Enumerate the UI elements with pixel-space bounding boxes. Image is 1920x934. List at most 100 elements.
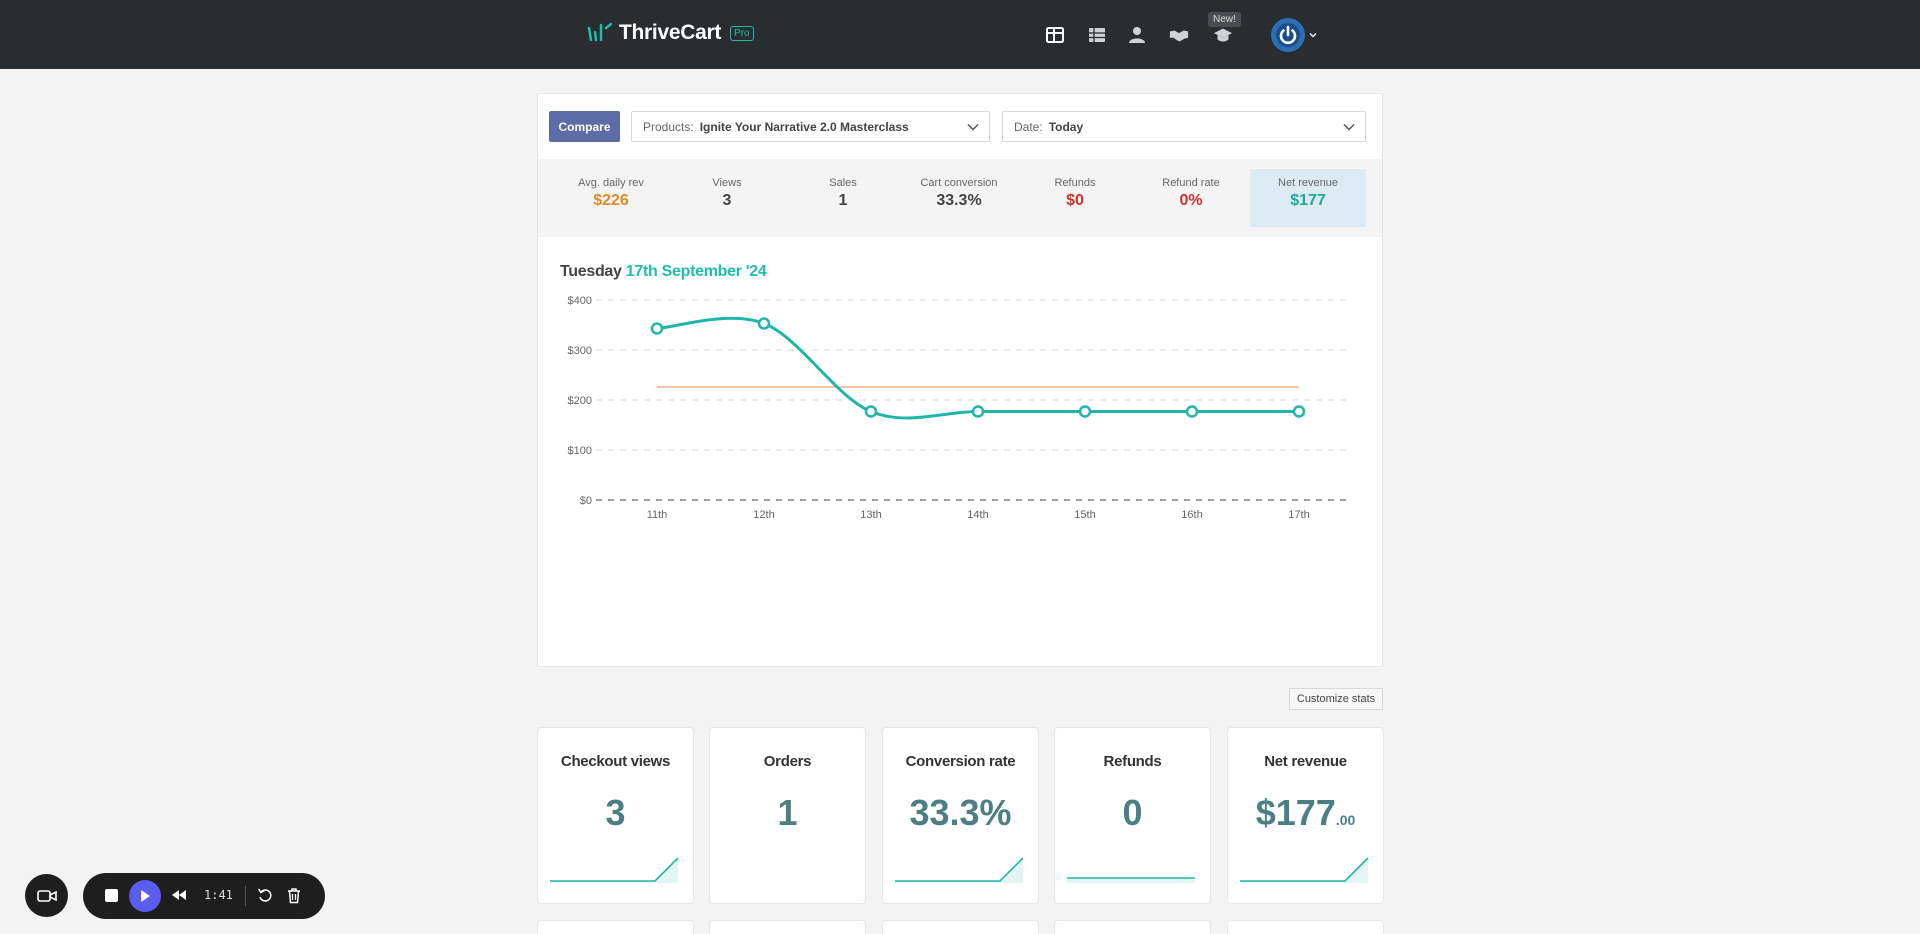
- stat-cart-conversion[interactable]: Cart conversion 33.3%: [901, 169, 1017, 227]
- compare-button[interactable]: Compare: [549, 111, 620, 142]
- products-value: Ignite Your Narrative 2.0 Masterclass: [699, 119, 909, 134]
- data-point: [971, 405, 985, 418]
- list-icon[interactable]: [1086, 24, 1108, 46]
- card-value-cents: .00: [1335, 812, 1356, 828]
- trash-icon[interactable]: [286, 887, 302, 904]
- card-value-main: 3: [605, 792, 626, 833]
- stat-label: Net revenue: [1278, 177, 1338, 189]
- graduation-cap-icon[interactable]: [1212, 24, 1234, 46]
- products-select[interactable]: Products: Ignite Your Narrative 2.0 Mast…: [631, 111, 990, 142]
- card-title: Net revenue: [1264, 753, 1347, 770]
- x-tick-label: 13th: [860, 509, 881, 521]
- sparkline: [722, 853, 852, 883]
- chevron-down-icon[interactable]: [1308, 30, 1318, 40]
- stat-value: $226: [593, 192, 629, 209]
- revenue-line-chart: $400 $300 $200 $100 $0 11th 12th 13th 14th 15th 16…: [568, 295, 1350, 521]
- sparkline: [895, 857, 1024, 883]
- card-value: 1: [710, 792, 865, 834]
- revenue-line: [656, 316, 1299, 420]
- top-bar: ThriveCart Pro New!: [0, 0, 1920, 69]
- products-label: Products:: [643, 119, 694, 134]
- sparkline: [550, 857, 679, 883]
- card-value: 0: [1055, 792, 1210, 834]
- stat-card[interactable]: Conversion rate 33.3%: [882, 727, 1039, 904]
- chart-day: Tuesday: [560, 263, 622, 280]
- stat-label: Sales: [829, 177, 857, 189]
- stop-button[interactable]: [105, 889, 118, 902]
- stat-label: Cart conversion: [920, 177, 998, 189]
- stat-card[interactable]: Net revenue $177.00: [1227, 727, 1384, 904]
- card-value: $177.00: [1228, 792, 1383, 834]
- card-value-main: 1: [777, 792, 798, 833]
- x-tick-label: 14th: [967, 509, 988, 521]
- card-title: Orders: [763, 753, 812, 770]
- stat-card-partial: [882, 920, 1039, 934]
- stat-refunds[interactable]: Refunds $0: [1017, 169, 1133, 227]
- card-title: Refunds: [1103, 753, 1162, 770]
- stat-card-partial: [1054, 920, 1211, 934]
- stat-card[interactable]: Checkout views 3: [537, 727, 694, 904]
- stat-label: Views: [712, 177, 742, 189]
- chart-heading: Tuesday 17th September '24: [560, 263, 767, 281]
- date-label: Date:: [1014, 119, 1043, 134]
- stat-views[interactable]: Views 3: [669, 169, 785, 227]
- sparkline: [1240, 857, 1369, 883]
- x-tick-label: 15th: [1074, 509, 1095, 521]
- handshake-icon[interactable]: [1168, 24, 1190, 46]
- stat-label: Refunds: [1054, 177, 1096, 189]
- play-button[interactable]: [129, 880, 161, 912]
- stat-net-revenue[interactable]: Net revenue $177: [1250, 169, 1366, 227]
- data-point: [864, 405, 878, 418]
- dashboard-icon[interactable]: [1044, 24, 1066, 46]
- data-point: [1078, 405, 1092, 418]
- stat-label: Refund rate: [1162, 177, 1220, 189]
- account-avatar[interactable]: [1271, 18, 1305, 52]
- card-value-main: $177: [1255, 792, 1336, 833]
- data-point: [1185, 405, 1199, 418]
- sparkline-area: [895, 858, 1023, 883]
- card-value: 3: [538, 792, 693, 834]
- rewind-icon[interactable]: [171, 888, 187, 902]
- y-tick-label: $300: [568, 345, 592, 357]
- chart-date: 17th September '24: [625, 263, 767, 280]
- data-point: [757, 317, 771, 330]
- stat-card[interactable]: Refunds 0: [1054, 727, 1211, 904]
- date-select[interactable]: Date: Today: [1002, 111, 1366, 142]
- sparkline-line: [895, 857, 1024, 882]
- y-tick-label: $200: [568, 395, 592, 407]
- sparkline-area: [1240, 858, 1368, 883]
- stat-card-partial: [1227, 920, 1384, 934]
- stat-value: $177: [1290, 192, 1326, 209]
- stat-sales[interactable]: Sales 1: [785, 169, 901, 227]
- stat-value: 1: [838, 192, 848, 209]
- new-badge: New!: [1208, 12, 1241, 27]
- stat-card[interactable]: Orders 1: [709, 727, 866, 904]
- thrivecart-logo[interactable]: ThriveCart Pro: [587, 21, 754, 45]
- camera-button[interactable]: [25, 874, 68, 917]
- sparkline: [1067, 877, 1195, 883]
- brand-badge: Pro: [730, 25, 754, 41]
- play-icon: [141, 890, 150, 902]
- user-icon[interactable]: [1126, 24, 1148, 46]
- stat-value: $0: [1066, 192, 1084, 209]
- undo-icon[interactable]: [257, 887, 273, 903]
- summary-stats: Avg. daily rev $226 Views 3 Sales 1 Cart…: [538, 159, 1382, 237]
- video-camera-icon: [36, 889, 57, 902]
- y-tick-label: $100: [568, 445, 592, 457]
- date-value: Today: [1048, 119, 1084, 134]
- chevron-down-icon: [967, 123, 979, 131]
- card-value-main: 33.3%: [909, 792, 1012, 833]
- card-title: Conversion rate: [905, 753, 1016, 770]
- card-value-main: 0: [1122, 792, 1143, 833]
- recording-controls: 1:41: [83, 873, 325, 919]
- stat-refund-rate[interactable]: Refund rate 0%: [1133, 169, 1249, 227]
- x-tick-label: 17th: [1288, 509, 1309, 521]
- stat-value: 33.3%: [936, 192, 982, 209]
- card-title: Checkout views: [560, 753, 671, 770]
- x-tick-label: 11th: [647, 509, 668, 521]
- stat-avg-daily-rev[interactable]: Avg. daily rev $226: [553, 169, 669, 227]
- recording-time: 1:41: [204, 888, 233, 902]
- stat-value: 3: [722, 192, 732, 209]
- sparkline-line: [550, 857, 679, 882]
- customize-stats-button[interactable]: Customize stats: [1289, 688, 1383, 710]
